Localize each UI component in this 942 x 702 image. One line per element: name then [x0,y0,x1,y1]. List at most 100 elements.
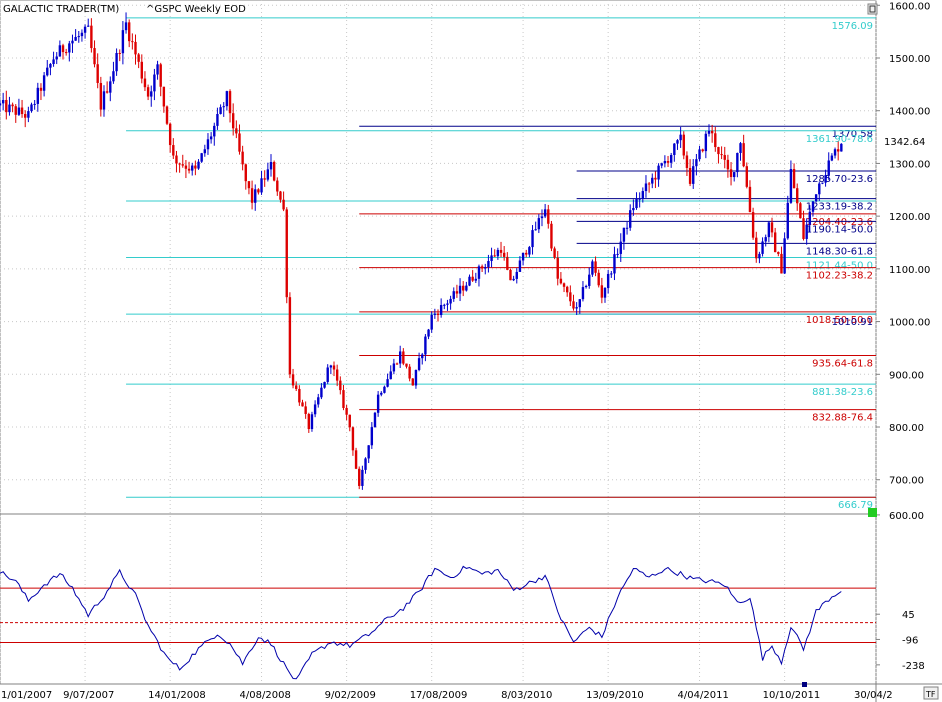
time-cursor-marker[interactable] [802,682,807,687]
y-tick-label: 800.00 [889,423,924,434]
candle-body [225,91,229,107]
candle-body [758,253,761,259]
candle-body [102,91,106,110]
x-tick-label: 8/03/2010 [501,690,552,701]
candle-body [288,297,292,375]
candle-body [304,406,307,414]
candle-body [638,198,641,200]
candle-body [439,305,443,315]
x-tick-label: 17/08/2009 [410,690,468,701]
fib-level-label: 1233.19-38.2 [806,202,873,213]
candle-body [676,140,679,144]
candle-body [99,82,103,110]
rsi-y-tick-label: -238 [902,661,925,672]
candle-body [238,133,241,152]
candle-body [326,367,329,382]
candle-body [411,378,414,386]
candle-body [436,313,440,315]
candle-body [616,253,619,255]
candle-body [320,387,323,398]
candle-body [20,107,24,115]
candle-body [547,209,550,224]
candle-body [821,182,824,184]
candle-body [216,114,219,126]
candle-body [773,232,777,253]
tf-button[interactable]: TF [923,686,939,700]
candle-body [408,366,411,379]
candle-body [46,67,49,76]
candle-body [556,257,559,279]
candle-body [449,298,452,304]
candle-body [49,63,52,68]
candle-body [134,41,137,55]
candle-body [827,160,830,176]
fib-level-label: 1190.14-50.0 [806,224,873,235]
candle-body [518,260,522,272]
candle-body [153,74,156,92]
candle-body [354,450,358,469]
candle-body [131,41,134,43]
candle-body [707,130,711,134]
candle-body [534,229,537,231]
candle-body [93,48,96,65]
candle-body [591,261,594,275]
candle-body [786,202,789,239]
panel-resize-handle[interactable] [868,508,877,517]
fib-level-label: 666.79 [838,500,873,511]
candle-body [150,91,153,97]
candle-body [181,164,184,166]
candle-body [367,445,370,459]
candle-body [622,227,626,242]
candle-body [105,91,109,93]
candle-body [742,143,745,167]
candle-body [68,43,71,53]
candle-body [77,36,80,38]
candle-body [610,273,613,275]
y-tick-label: 900.00 [889,370,924,381]
candle-body [61,45,65,53]
candle-body [156,64,159,75]
candle-body [1,99,5,104]
candle-body [799,203,802,219]
candle-body [27,111,30,118]
candle-body [446,303,449,305]
candle-body [310,414,314,430]
candle-body [666,161,670,163]
candle-body [780,253,783,274]
candle-body [600,285,604,298]
candle-body [137,54,140,62]
candle-body [471,276,474,281]
x-tick-label: 14/01/2008 [148,690,206,701]
candle-body [531,230,534,248]
candle-body [427,329,430,337]
candle-body [370,427,374,446]
candle-body [729,169,733,178]
y-tick-label: 1000.00 [889,318,930,329]
candle-body [244,164,247,182]
candle-body [698,149,701,160]
candle-body [260,178,263,193]
candle-body [109,81,112,93]
fib-level-label: 1102.23-38.2 [806,271,873,282]
candle-body [184,165,188,169]
candle-body [647,183,651,185]
candle-body [42,75,46,91]
candle-body [565,286,569,293]
candle-body [263,178,266,180]
candle-body [824,175,827,183]
y-tick-label: 1500.00 [889,54,930,65]
candle-body [58,45,62,57]
candle-body [414,369,418,386]
y-tick-label: 700.00 [889,476,924,487]
y-tick-label: 1400.00 [889,107,930,118]
candle-body [395,363,399,365]
candle-body [751,212,755,238]
candle-body [87,25,90,27]
candle-body [458,285,462,294]
candle-body [178,163,181,165]
candle-body [578,299,581,308]
panel-toggle-button[interactable] [867,3,878,15]
x-tick-label: 9/02/2009 [325,690,376,701]
candle-body [146,87,150,97]
fib-level-label: 1204.40-23.6 [806,217,873,228]
